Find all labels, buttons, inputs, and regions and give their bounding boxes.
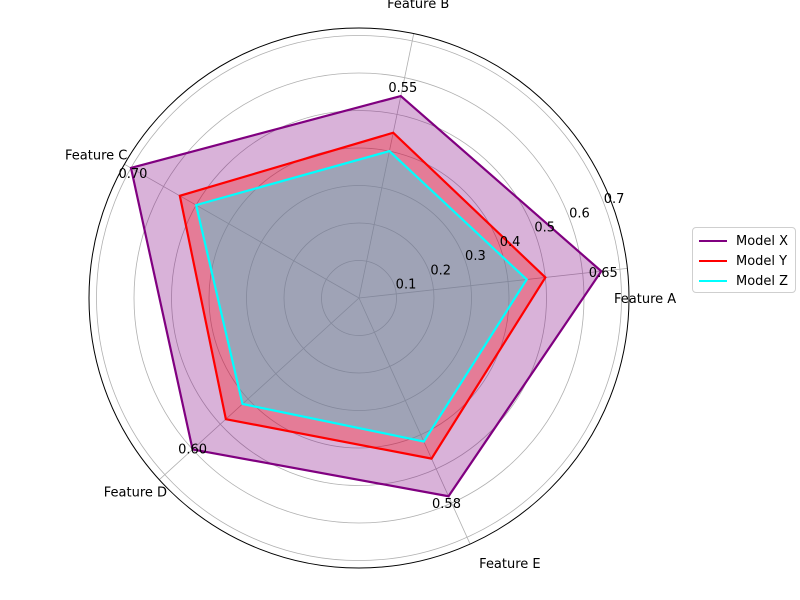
category-label: Feature C (65, 148, 127, 163)
radial-tick-label: 0.7 (604, 192, 625, 207)
grid-spoke (358, 267, 628, 299)
legend-label-model-x: Model X (736, 233, 789, 249)
series-fill-model-x (130, 96, 602, 497)
category-label: Feature D (104, 486, 167, 501)
legend-label-model-z: Model Z (736, 273, 789, 289)
grid-spoke (358, 297, 471, 545)
category-label: Feature A (614, 292, 676, 307)
series-layer (129, 94, 603, 498)
legend-line-model-y (699, 260, 727, 262)
radial-tick-label: 0.2 (430, 263, 451, 278)
radial-tick-label: 0.3 (465, 249, 486, 264)
series-line-model-y (178, 131, 547, 460)
grid-spoke (124, 163, 360, 299)
category-label: Feature E (479, 557, 540, 572)
grid-circle (283, 222, 435, 374)
value-label: 0.70 (119, 167, 148, 182)
grid-circle (208, 147, 510, 449)
radial-tick-label: 0.6 (569, 206, 590, 221)
grid-circle (96, 35, 622, 561)
radial-tick-label: 0.5 (534, 221, 555, 236)
value-label: 0.65 (589, 266, 618, 281)
legend: Model X Model Y Model Z (692, 227, 796, 293)
grid-layer (88, 27, 630, 569)
legend-line-model-x (699, 240, 727, 242)
grid-circle (171, 110, 547, 486)
polar-frame (88, 27, 630, 569)
value-label: 0.58 (432, 497, 461, 512)
value-label: 0.60 (178, 442, 207, 457)
series-fill-model-y (179, 132, 546, 459)
label-layer: 0.1 0.2 0.3 0.4 0.5 0.6 0.7 Feature A Feature B F… (65, 0, 676, 572)
category-label: Feature B (387, 0, 449, 12)
legend-item-model-x: Model X (699, 231, 789, 251)
legend-label-model-y: Model Y (736, 253, 788, 269)
grid-spoke (358, 33, 415, 299)
value-label: 0.55 (388, 81, 417, 96)
legend-line-model-z (699, 280, 727, 282)
series-fill-model-z (196, 151, 527, 442)
radial-tick-label: 0.4 (500, 235, 521, 250)
legend-item-model-y: Model Y (699, 251, 789, 271)
radial-tick-label: 0.1 (396, 278, 417, 293)
grid-circle (246, 185, 472, 411)
series-line-model-x (129, 94, 603, 498)
series-line-model-z (194, 149, 529, 443)
grid-circle (321, 260, 397, 336)
legend-item-model-z: Model Z (699, 271, 789, 291)
